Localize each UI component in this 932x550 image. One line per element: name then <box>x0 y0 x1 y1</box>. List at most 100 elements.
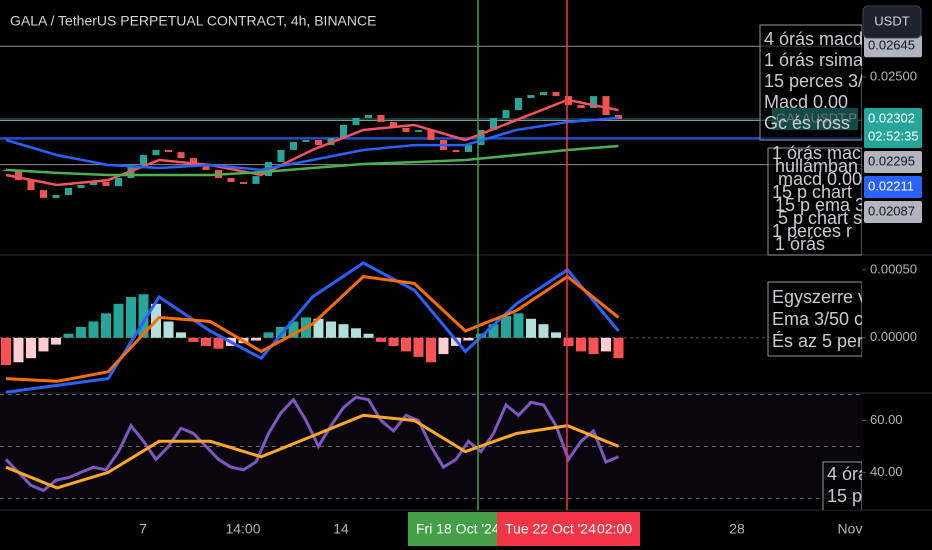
note-text: macd 0.00 <box>778 169 862 189</box>
note-text: 4 órá <box>827 464 869 484</box>
histogram-bar <box>213 337 224 349</box>
candle <box>165 149 172 153</box>
histogram-bar <box>101 313 111 338</box>
time-tick-label: 7 <box>139 521 147 537</box>
histogram-bar <box>263 332 274 338</box>
histogram-bar <box>201 337 211 346</box>
chart-title: GALA / TetherUS PERPETUAL CONTRACT, 4h, … <box>10 13 376 29</box>
candle <box>590 96 597 108</box>
candle <box>152 149 160 156</box>
price-badge <box>864 176 922 199</box>
candle <box>415 130 422 132</box>
date-marker-badge <box>497 512 640 546</box>
histogram-bar <box>601 337 611 352</box>
time-tick-label: 28 <box>729 521 745 537</box>
indicator-line <box>5 261 620 394</box>
histogram-bar <box>388 337 399 346</box>
note-box <box>767 147 862 256</box>
candle <box>52 194 60 198</box>
histogram-bar <box>63 333 74 338</box>
candle <box>115 177 122 187</box>
histogram-bar <box>126 297 136 338</box>
date-marker-badge <box>408 512 497 546</box>
candle <box>602 96 610 115</box>
histogram-bar <box>38 337 49 352</box>
histogram-bar <box>576 337 586 352</box>
candle <box>290 141 297 150</box>
candle <box>77 184 85 188</box>
histogram-bar <box>313 318 324 338</box>
candle <box>502 110 510 118</box>
candle <box>540 92 547 96</box>
candle <box>202 165 210 170</box>
candle <box>427 130 435 141</box>
price-badge <box>864 201 922 224</box>
indicator-line <box>5 274 620 383</box>
price-badge <box>864 35 922 58</box>
candle <box>390 121 397 128</box>
histogram-bar <box>413 337 424 357</box>
histogram-bar <box>588 337 599 355</box>
candle <box>465 145 472 153</box>
note-text: 5 p chart s <box>778 208 862 228</box>
candle <box>277 149 285 163</box>
y-tick-label: 60.00 <box>870 412 903 427</box>
indicator-line <box>5 413 620 490</box>
note-text: 15 p chart <box>772 182 852 202</box>
histogram-bar <box>538 324 549 338</box>
time-tick-label: Nov <box>838 521 863 537</box>
candle <box>90 182 97 185</box>
date-marker-label: Tue 22 Oct '24 <box>505 521 596 537</box>
candle <box>552 92 560 97</box>
candle <box>40 190 47 198</box>
plot-area <box>0 45 862 499</box>
histogram-bar <box>401 337 411 352</box>
note-text: 1 órás macd <box>772 143 871 163</box>
candle <box>452 149 460 153</box>
date-marker-time: 02:00 <box>597 521 632 537</box>
histogram-bar <box>563 337 574 346</box>
candle <box>402 127 410 132</box>
candle <box>577 105 585 108</box>
histogram-bar <box>251 337 261 341</box>
y-tick-label: 0.02500 <box>870 68 917 83</box>
histogram-bar <box>426 337 436 363</box>
indicator-line <box>5 116 619 172</box>
price-badge-label: 0.02087 <box>868 203 915 218</box>
candle <box>365 114 372 118</box>
indicator-line <box>5 144 619 177</box>
histogram-bar <box>513 313 524 338</box>
histogram-bar <box>326 321 336 338</box>
indicator-line <box>4 395 620 493</box>
time-tick-label: 14 <box>333 521 349 537</box>
note-text: Gc és ross <box>764 113 850 133</box>
note-text: Egyszerre v <box>772 287 867 307</box>
note-text: 4 órás macd <box>764 29 863 49</box>
histogram-bar <box>351 328 361 338</box>
candle <box>615 114 622 120</box>
histogram-bar <box>526 318 536 338</box>
currency-button[interactable] <box>862 5 922 39</box>
histogram-bar <box>76 326 86 338</box>
y-tick-label: 0.00000 <box>870 329 917 344</box>
note-text: Ema 3/50 c <box>772 309 863 329</box>
candle <box>252 176 260 184</box>
candle <box>102 182 110 187</box>
y-tick-label: 40.00 <box>870 464 903 479</box>
price-badge <box>864 151 922 174</box>
note-text: hullámban <box>775 156 858 176</box>
candle <box>190 158 197 166</box>
note-text: 15 p <box>827 486 862 506</box>
note-text: 15 p ema 3 <box>775 195 865 215</box>
candle <box>140 155 147 166</box>
price-axis: 0.02500 0.02645 0.02302 02:52:35 0.02295 0.02… <box>862 35 922 479</box>
note-text: 1 órás rsima <box>764 50 864 70</box>
note-text: És az 5 per <box>772 331 863 351</box>
histogram-bar <box>488 324 499 338</box>
candle <box>65 187 72 195</box>
currency-label[interactable]: USDT <box>874 13 909 28</box>
price-badge-label: 0.02302 <box>868 110 915 125</box>
candle <box>302 140 310 142</box>
price-badge <box>864 108 922 149</box>
